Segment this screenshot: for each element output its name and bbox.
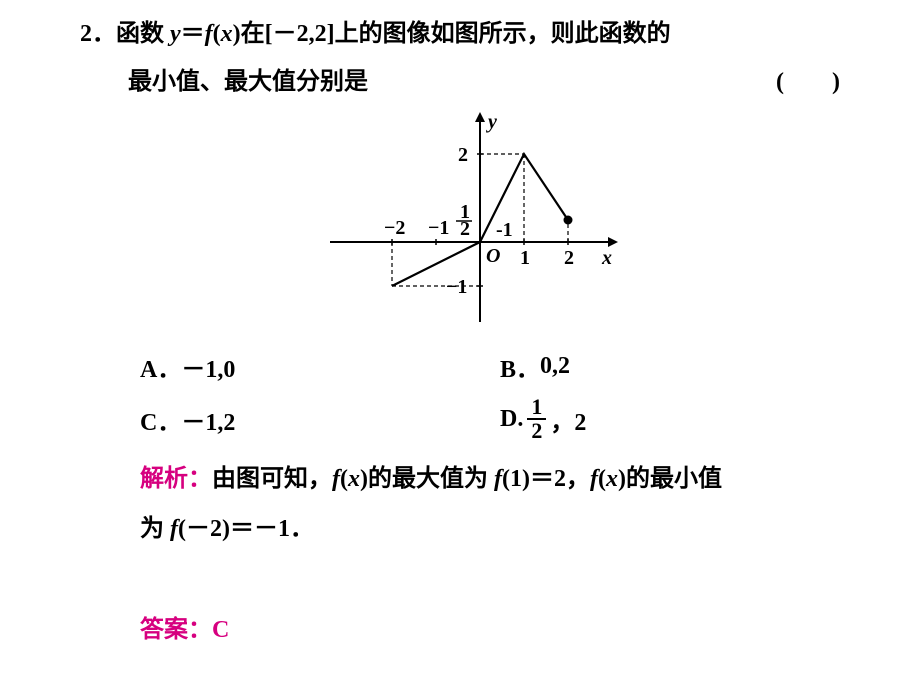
option-c-prefix: C． — [140, 402, 181, 437]
question-text: 2．函数 y＝f(x)在[－2,2]上的图像如图所示，则此函数的 最小值、最大值… — [80, 10, 860, 106]
svg-text:2: 2 — [564, 247, 574, 269]
fn-f: f — [205, 21, 213, 47]
explanation-block: 解析：由图可知，f(x)的最大值为 f(1)＝2，f(x)的最小值 为 f(－2… — [140, 454, 860, 656]
answer-paren: ( ) — [776, 58, 840, 106]
function-chart: −2−1122−112-1Oxy — [320, 112, 620, 332]
svg-text:1: 1 — [520, 247, 530, 269]
option-d-fraction: 1 2 — [527, 396, 546, 442]
option-a-prefix: A． — [140, 349, 181, 384]
svg-text:2: 2 — [458, 144, 468, 166]
answer-value: C — [212, 617, 229, 643]
answer-label: 答案： — [140, 617, 212, 643]
svg-text:-1: -1 — [496, 219, 513, 241]
explain-label: 解析： — [140, 466, 212, 492]
option-b-prefix: B． — [500, 349, 540, 384]
option-row-1: A． －1,0 B． 0,2 — [140, 349, 860, 384]
option-d-tail: ，2 — [550, 402, 586, 437]
q-line2: 最小值、最大值分别是 — [128, 69, 368, 95]
svg-text:−1: −1 — [446, 276, 467, 298]
option-c-text: －1,2 — [181, 402, 235, 437]
svg-text:x: x — [601, 247, 612, 269]
option-d: D. 1 2 ，2 — [500, 396, 860, 442]
option-d-prefix: D. — [500, 406, 523, 433]
svg-text:O: O — [486, 245, 500, 267]
option-c: C． －1,2 — [140, 402, 500, 437]
fn-x: x — [221, 21, 233, 47]
option-b-text: 0,2 — [540, 353, 570, 380]
q-line1-rest: 在[－2,2]上的图像如图所示，则此函数的 — [241, 21, 671, 47]
fn-y: y — [170, 21, 181, 47]
option-a-text: －1,0 — [181, 349, 235, 384]
option-a: A． －1,0 — [140, 349, 500, 384]
question-block: 2．函数 y＝f(x)在[－2,2]上的图像如图所示，则此函数的 最小值、最大值… — [0, 0, 920, 666]
options-block: A． －1,0 B． 0,2 C． －1,2 D. 1 2 ，2 — [140, 349, 860, 442]
option-row-2: C． －1,2 D. 1 2 ，2 — [140, 396, 860, 442]
svg-text:2: 2 — [460, 218, 470, 240]
svg-text:y: y — [486, 112, 497, 133]
q-prefix: 函数 — [116, 21, 170, 47]
question-number: 2． — [80, 21, 116, 47]
option-b: B． 0,2 — [500, 349, 860, 384]
explain-text-2: 为 f(－2)＝－1． — [140, 516, 314, 542]
explain-text-1: 由图可知，f(x)的最大值为 f(1)＝2，f(x)的最小值 — [212, 466, 722, 492]
svg-text:−1: −1 — [428, 217, 449, 239]
svg-text:−2: −2 — [384, 217, 405, 239]
chart-container: −2−1122−112-1Oxy — [80, 112, 860, 337]
frac-den: 2 — [527, 420, 546, 442]
frac-num: 1 — [527, 396, 546, 420]
